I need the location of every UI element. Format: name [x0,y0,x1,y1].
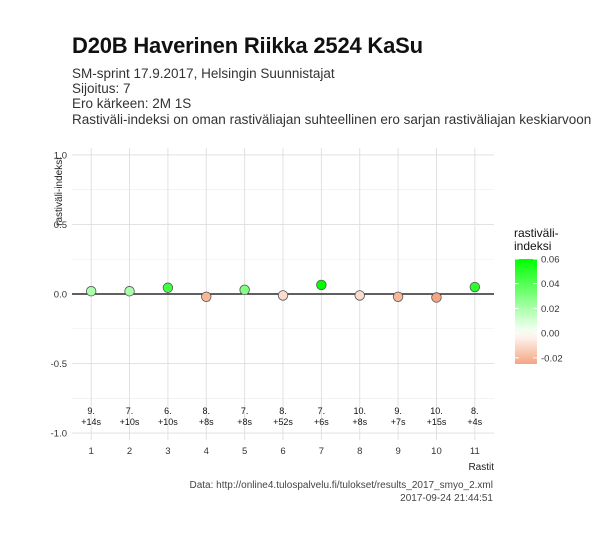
x-axis-label: Rastit [468,462,494,473]
annotation-place: 7. [318,406,326,416]
annotation-place: 10. [430,406,443,416]
annotation-place: 7. [241,406,249,416]
legend-break-label: 0.00 [541,329,560,340]
data-source: Data: http://online4.tulospalvelu.fi/tul… [189,480,493,491]
data-point [469,281,481,293]
subtitle-gap: Ero kärkeen: 2M 1S [72,96,192,111]
annotation-diff: +10s [158,417,178,427]
legend-title: rastiväli- [514,226,559,240]
annotation-diff: +6s [314,417,329,427]
x-tick-label: 7 [319,446,324,457]
y-tick-label: 0.0 [54,290,67,301]
data-point [239,284,250,296]
x-tick-label: 1 [89,446,94,457]
data-point [316,279,327,291]
legend-break-label: 0.04 [541,279,560,290]
annotation-place: 10. [353,406,366,416]
annotation-place: 8. [203,406,211,416]
y-tick-label: 0.5 [54,220,67,231]
annotation-diff: +52s [273,417,293,427]
data-point [354,290,365,301]
legend-title: indeksi [514,239,551,253]
x-tick-label: 3 [165,446,170,457]
legend-break-label: -0.02 [541,353,563,364]
chart-title: D20B Haverinen Riikka 2524 KaSu [72,33,423,58]
x-tick-label: 4 [204,446,209,457]
annotation-place: 6. [164,406,172,416]
y-tick-label: -1.0 [51,429,67,440]
annotation-diff: +4s [467,417,482,427]
x-tick-label: 11 [470,446,480,457]
x-tick-label: 10 [431,446,442,457]
x-tick-label: 5 [242,446,247,457]
y-tick-label: -0.5 [51,359,67,370]
legend-break-label: 0.02 [541,304,560,315]
data-point [85,286,97,297]
timestamp: 2017-09-24 21:44:51 [400,493,493,504]
annotation-place: 9. [394,406,402,416]
annotation-diff: +8s [237,417,252,427]
subtitle-placement: Sijoitus: 7 [72,81,131,96]
x-tick-label: 2 [127,446,132,457]
x-tick-label: 6 [280,446,285,457]
annotation-diff: +10s [120,417,140,427]
data-point [162,282,174,293]
y-axis-label: rastiväli-indeksi [54,158,65,226]
x-tick-label: 8 [357,446,362,457]
data-point [431,292,442,303]
y-tick-label: 1.0 [54,150,67,161]
annotation-place: 8. [279,406,287,416]
annotation-place: 7. [126,406,134,416]
annotation-diff: +15s [427,417,447,427]
data-point [124,286,135,297]
annotation-diff: +14s [81,417,101,427]
data-point [201,291,212,302]
annotation-place: 9. [87,406,95,416]
annotation-diff: +7s [391,417,406,427]
data-point [277,290,289,301]
legend-colorbar [515,259,537,364]
subtitle-description: Rastiväli-indeksi on oman rastiväliajan … [72,112,592,127]
subtitle-event: SM-sprint 17.9.2017, Helsingin Suunnista… [72,66,335,81]
annotation-diff: +8s [199,417,214,427]
x-tick-label: 9 [395,446,400,457]
legend-break-label: 0.06 [541,255,560,266]
annotation-place: 8. [471,406,479,416]
annotation-diff: +8s [352,417,367,427]
data-point [392,291,404,302]
